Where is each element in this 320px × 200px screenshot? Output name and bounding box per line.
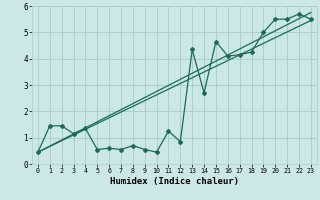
X-axis label: Humidex (Indice chaleur): Humidex (Indice chaleur) xyxy=(110,177,239,186)
